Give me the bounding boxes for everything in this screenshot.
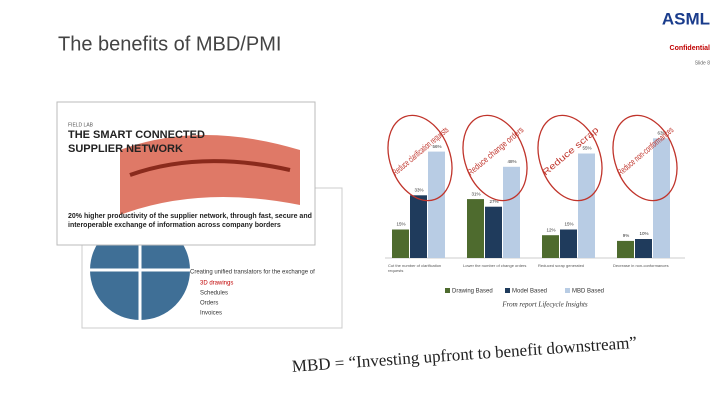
value-label: 33% (414, 187, 423, 192)
bar (635, 239, 652, 258)
category-label-box: Cut the number of clarification requests (388, 263, 442, 273)
value-label: 55% (582, 146, 591, 151)
bar (503, 166, 520, 258)
bar (428, 151, 445, 258)
network-graphic (129, 159, 291, 177)
category-label-box: Reduced scrap generated (538, 263, 585, 268)
bar (542, 235, 559, 258)
annotation-oval (612, 114, 678, 202)
annotation-oval (462, 114, 528, 202)
field-lab-claim: 20% higher productivity of the supplier … (68, 213, 312, 229)
value-label: 9% (623, 233, 630, 238)
source: From report Lifecycle Insights (501, 301, 587, 309)
bar (392, 229, 409, 258)
value-label: 31% (471, 191, 480, 196)
bar (410, 195, 427, 258)
bar (617, 240, 634, 258)
annotation-oval (537, 114, 603, 202)
legend-label: MBD Based (572, 289, 604, 295)
field-lab-tag: FIELD LAB (68, 122, 94, 128)
legend-label: Drawing Based (452, 289, 493, 295)
value-label: 27% (489, 199, 498, 204)
category-label: Lower the number of change orders (463, 263, 527, 268)
category-label: Decrease in non-conformances (613, 263, 669, 268)
value-label: 12% (546, 227, 555, 232)
slide-number: Slide 8 (695, 60, 711, 66)
bar (467, 199, 484, 258)
legend-label: Model Based (512, 289, 547, 295)
category-label: Reduced scrap generated (538, 263, 585, 268)
slide-title: The benefits of MBD/PMI (58, 33, 281, 55)
legend-swatch (505, 288, 510, 293)
card-item: Orders (200, 301, 218, 307)
value-label: 15% (564, 222, 573, 227)
value-label: 15% (396, 222, 405, 227)
category-label-box: Lower the number of change orders (463, 263, 527, 268)
network-graphic (120, 135, 300, 215)
value-label: 10% (639, 231, 648, 236)
value-label: 63% (657, 130, 666, 135)
card-item: Schedules (200, 291, 228, 297)
legend-swatch (565, 288, 570, 293)
category-label: Cut the number of clarification requests (388, 263, 442, 273)
field-lab-heading-box: THE SMART CONNECTED SUPPLIER NETWORK (68, 129, 205, 155)
logo: ASML (662, 9, 710, 28)
value-label: 56% (432, 144, 441, 149)
field-lab-claim-box: 20% higher productivity of the supplier … (68, 213, 312, 229)
bar (560, 229, 577, 258)
confidential: Confidential (670, 45, 710, 52)
card-item: Invoices (200, 311, 222, 317)
bar (578, 153, 595, 258)
bar (485, 206, 502, 258)
card-item: 3D drawings (200, 281, 233, 287)
legend-swatch (445, 288, 450, 293)
card-intro: Creating unified translators for the exc… (190, 270, 315, 276)
field-lab-heading: THE SMART CONNECTED SUPPLIER NETWORK (68, 129, 205, 155)
value-label: 48% (507, 159, 516, 164)
annotation-oval (387, 114, 453, 202)
category-label-box: Decrease in non-conformances (613, 263, 669, 268)
